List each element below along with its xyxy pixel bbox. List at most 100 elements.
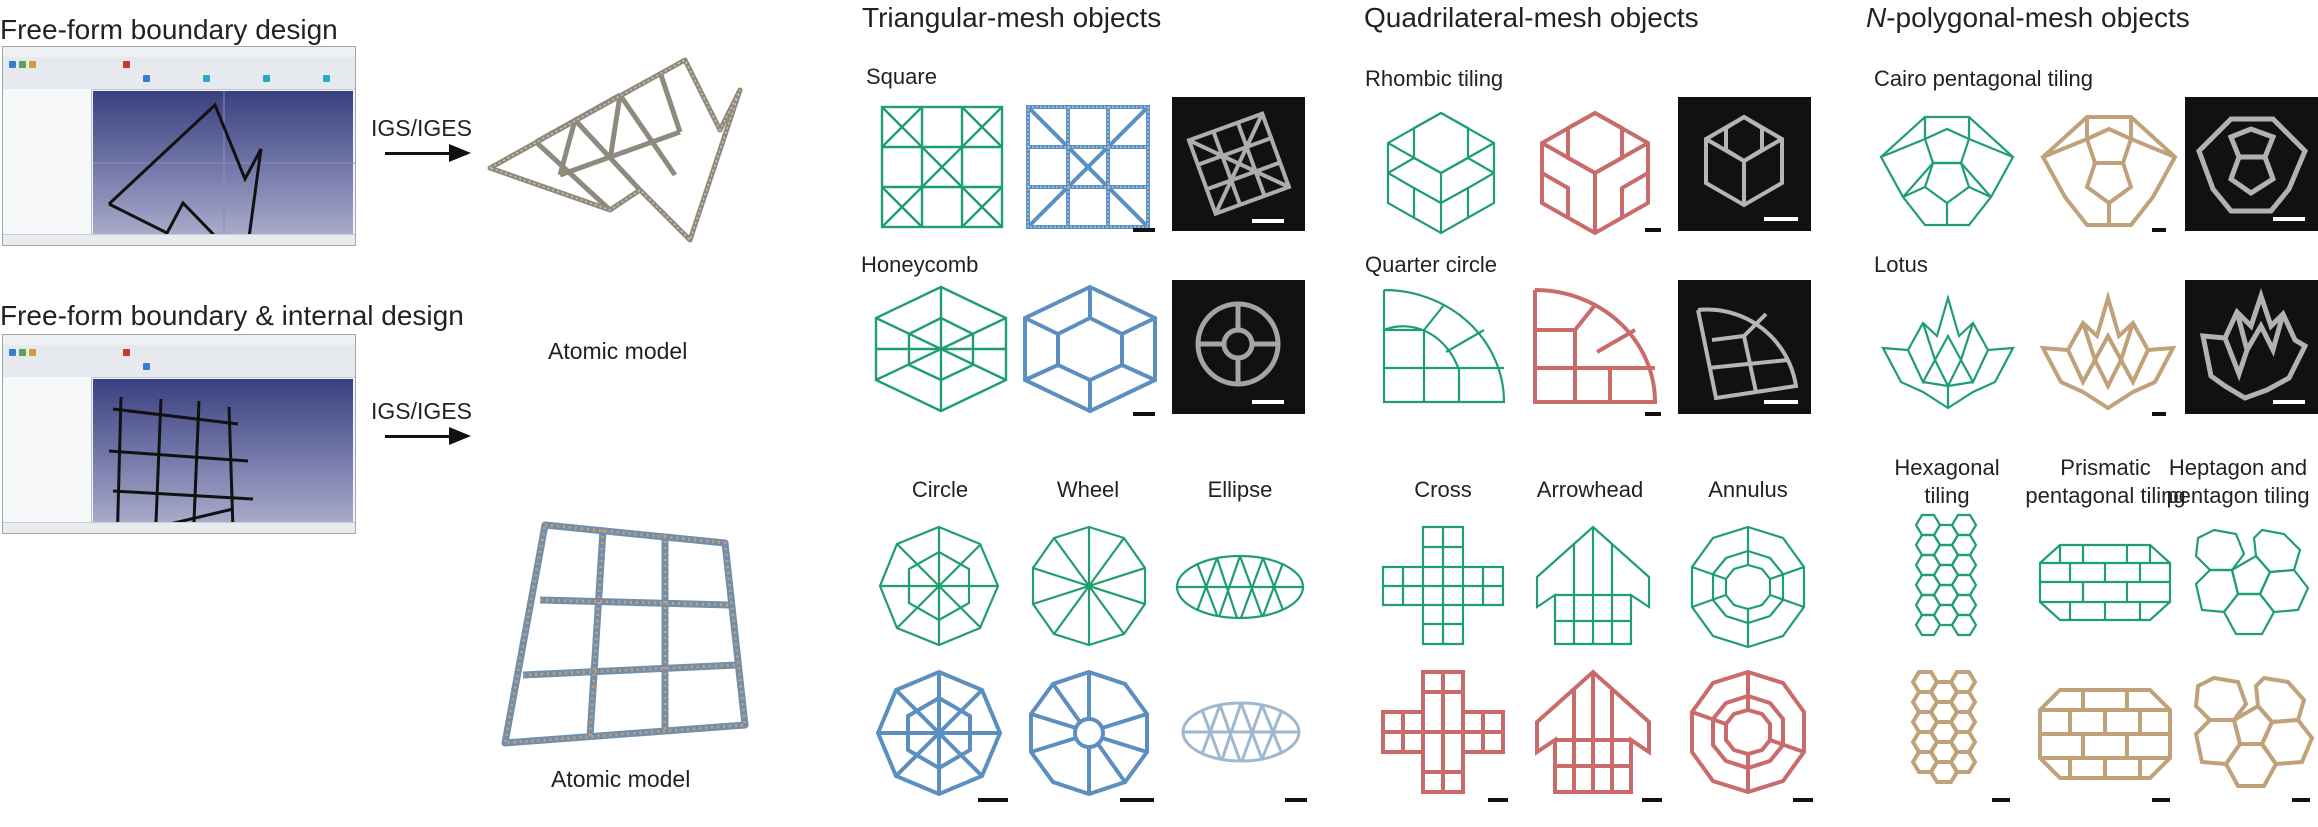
- label-hexagonal-2: tiling: [1924, 483, 1970, 508]
- label-hexagonal-1: Hexagonal: [1894, 455, 2000, 480]
- quadrilateral-title: Quadrilateral-mesh objects: [1364, 2, 1699, 33]
- status-bar: [3, 522, 355, 533]
- boundary-sketch: [93, 91, 355, 235]
- honeycomb-wireframe: [874, 285, 1008, 413]
- cairo-atomic-model: [2040, 115, 2178, 227]
- circle-atomic-model: [875, 669, 1003, 797]
- afm-image-rhombic: [1678, 97, 1811, 231]
- combo-view-panel[interactable]: [3, 377, 92, 523]
- annulus-wireframe: [1690, 525, 1806, 649]
- section-title-boundary: Free-form boundary design: [0, 14, 338, 45]
- afm-image-quarter-circle: [1678, 280, 1811, 414]
- toolbar-icon[interactable]: [143, 363, 150, 370]
- scale-bar: [1642, 798, 1662, 802]
- scale-bar: [2152, 412, 2166, 416]
- label-prismatic-2: pentagonal tiling: [2025, 483, 2186, 508]
- scale-bar: [1133, 228, 1155, 232]
- atomic-model-boundary: [487, 57, 743, 243]
- label-lotus: Lotus: [1874, 252, 1928, 277]
- label-rhombic: Rhombic tiling: [1365, 66, 1504, 91]
- polygonal-title-prefix: N: [1866, 2, 1887, 33]
- toolbar-icon[interactable]: [19, 61, 26, 68]
- scale-bar: [2152, 228, 2166, 232]
- heptagon-atomic-model: [2193, 675, 2315, 788]
- lotus-atomic-model: [2039, 290, 2177, 411]
- 3d-viewport[interactable]: [93, 379, 353, 523]
- quarter-circle-wireframe: [1382, 288, 1506, 404]
- combo-view-panel[interactable]: [3, 89, 92, 235]
- toolbar-icon[interactable]: [123, 61, 130, 68]
- prismatic-atomic-model: [2038, 688, 2172, 780]
- square-atomic-model: [1026, 105, 1150, 229]
- status-bar: [3, 234, 355, 245]
- arrow-right-icon: [385, 427, 471, 445]
- afm-image-lotus: [2185, 280, 2318, 414]
- cairo-wireframe: [1879, 115, 2015, 227]
- wheel-atomic-model: [1029, 669, 1149, 797]
- annulus-atomic-model: [1690, 669, 1806, 795]
- arrowhead-wireframe: [1535, 525, 1651, 646]
- scale-bar: [1252, 400, 1284, 404]
- label-honeycomb: Honeycomb: [861, 252, 979, 277]
- scale-bar: [1488, 798, 1508, 802]
- scale-bar: [2273, 217, 2305, 221]
- toolbar-icon[interactable]: [263, 75, 270, 82]
- rhombic-atomic-model: [1540, 110, 1650, 236]
- toolbar-icon[interactable]: [29, 349, 36, 356]
- circle-wireframe: [878, 525, 1000, 647]
- triangular-title: Triangular-mesh objects: [862, 2, 1162, 33]
- arrow-label-1: IGS/IGES: [371, 115, 472, 141]
- atomic-model-label-1: Atomic model: [548, 338, 688, 364]
- scale-bar: [1120, 798, 1154, 802]
- label-prismatic-1: Prismatic: [2060, 455, 2151, 480]
- hexagonal-atomic-model: [1910, 670, 1978, 784]
- atomic-model-label-2: Atomic model: [551, 766, 691, 792]
- label-square: Square: [866, 64, 937, 89]
- afm-image-cairo: [2185, 97, 2318, 231]
- afm-image-honeycomb: [1172, 280, 1305, 414]
- square-wireframe: [880, 105, 1004, 229]
- grid-sketch: [108, 396, 254, 523]
- scale-bar: [1645, 412, 1661, 416]
- label-annulus: Annulus: [1708, 477, 1788, 502]
- label-heptagon-1: Heptagon and: [2168, 455, 2308, 480]
- toolbar-icon[interactable]: [9, 61, 16, 68]
- scale-bar: [2292, 798, 2310, 802]
- ellipse-atomic-model: [1181, 701, 1301, 763]
- section-title-internal: Free-form boundary & internal design: [0, 300, 464, 331]
- label-quarter: Quarter circle: [1365, 252, 1498, 277]
- arrow-label-2: IGS/IGES: [371, 398, 472, 424]
- toolbar-icon[interactable]: [323, 75, 330, 82]
- toolbar-icon[interactable]: [19, 349, 26, 356]
- atomic-model-grid: [501, 521, 749, 747]
- scale-bar: [1764, 217, 1798, 221]
- cad-window-2: [2, 334, 356, 534]
- toolbar-icon[interactable]: [123, 349, 130, 356]
- toolbar[interactable]: [3, 345, 355, 378]
- 3d-viewport[interactable]: [93, 91, 355, 235]
- quarter-circle-atomic-model: [1533, 288, 1658, 404]
- toolbar-icon[interactable]: [143, 75, 150, 82]
- scale-bar: [1645, 228, 1661, 232]
- scale-bar: [1764, 400, 1798, 404]
- hexagonal-wireframe: [1914, 513, 1978, 637]
- label-ellipse: Ellipse: [1207, 477, 1273, 502]
- cross-wireframe: [1381, 525, 1505, 646]
- scale-bar: [2152, 798, 2170, 802]
- toolbar-icon[interactable]: [29, 61, 36, 68]
- arrow-right-icon: [385, 144, 471, 162]
- cad-window-1: [2, 46, 356, 246]
- scale-bar: [1252, 219, 1284, 223]
- heptagon-wireframe: [2194, 528, 2310, 636]
- lotus-wireframe: [1881, 294, 2015, 410]
- scale-bar: [1133, 412, 1155, 416]
- toolbar-icon[interactable]: [9, 349, 16, 356]
- rhombic-wireframe: [1386, 111, 1496, 235]
- scale-bar: [1793, 798, 1813, 802]
- toolbar-icon[interactable]: [203, 75, 210, 82]
- label-cairo: Cairo pentagonal tiling: [1874, 66, 2093, 91]
- toolbar[interactable]: [3, 57, 355, 90]
- label-cross: Cross: [1414, 477, 1472, 502]
- scale-bar: [2273, 400, 2305, 404]
- polygonal-title: N-polygonal-mesh objects: [1866, 2, 2190, 34]
